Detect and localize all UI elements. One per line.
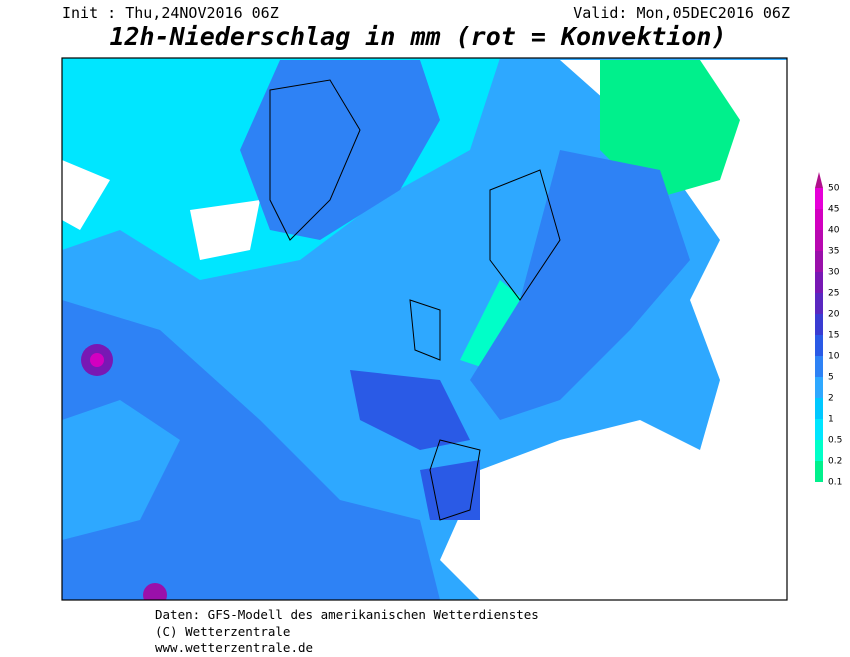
legend-label: 35 [828, 247, 839, 257]
legend-swatch [815, 172, 823, 188]
legend-swatch [815, 209, 823, 230]
legend-label: 50 [828, 184, 840, 194]
legend-swatch [815, 335, 823, 356]
legend-label: 1 [828, 415, 834, 425]
map-frame [61, 57, 788, 601]
precip-core [90, 353, 104, 367]
legend-swatch [815, 440, 823, 461]
legend-label: 45 [828, 205, 839, 215]
footer-source: Daten: GFS-Modell des amerikanischen Wet… [155, 607, 539, 622]
legend-swatch [815, 314, 823, 335]
legend-label: 20 [828, 310, 840, 320]
legend-swatch [815, 272, 823, 293]
precip-area [470, 150, 690, 420]
precip-area [62, 300, 440, 600]
legend-swatch [815, 293, 823, 314]
legend-label: 40 [828, 226, 840, 236]
legend-label: 0.5 [828, 436, 842, 446]
coastline [269, 79, 561, 521]
valid-time: Valid: Mon,05DEC2016 06Z [573, 4, 790, 22]
dry-area [440, 60, 787, 600]
legend-swatch [815, 377, 823, 398]
precip-area [350, 370, 480, 520]
legend-swatch [815, 461, 823, 482]
dry-area [62, 160, 260, 260]
precip-area [62, 350, 320, 540]
footer-url: www.wetterzentrale.de [155, 640, 313, 655]
legend-label: 15 [828, 331, 839, 341]
legend-swatch [815, 188, 823, 209]
legend-swatch [815, 398, 823, 419]
legend-label: 10 [828, 352, 840, 362]
legend-label: 0.1 [828, 478, 842, 488]
map [61, 57, 788, 601]
footer-copyright: (C) Wetterzentrale [155, 624, 290, 639]
precip-core [143, 583, 167, 600]
title: 12h-Niederschlag in mm (rot = Konvektion… [109, 22, 726, 51]
legend-label: 2 [828, 394, 834, 404]
legend-swatch [815, 419, 823, 440]
legend-label: 5 [828, 373, 834, 383]
legend-label: 25 [828, 289, 839, 299]
legend-swatch [815, 356, 823, 377]
legend-label: 30 [828, 268, 840, 278]
legend-swatch [815, 251, 823, 272]
legend-swatch [815, 230, 823, 251]
init-time: Init : Thu,24NOV2016 06Z [62, 4, 279, 22]
legend-label: 0.2 [828, 457, 842, 467]
precip-area [240, 60, 440, 240]
